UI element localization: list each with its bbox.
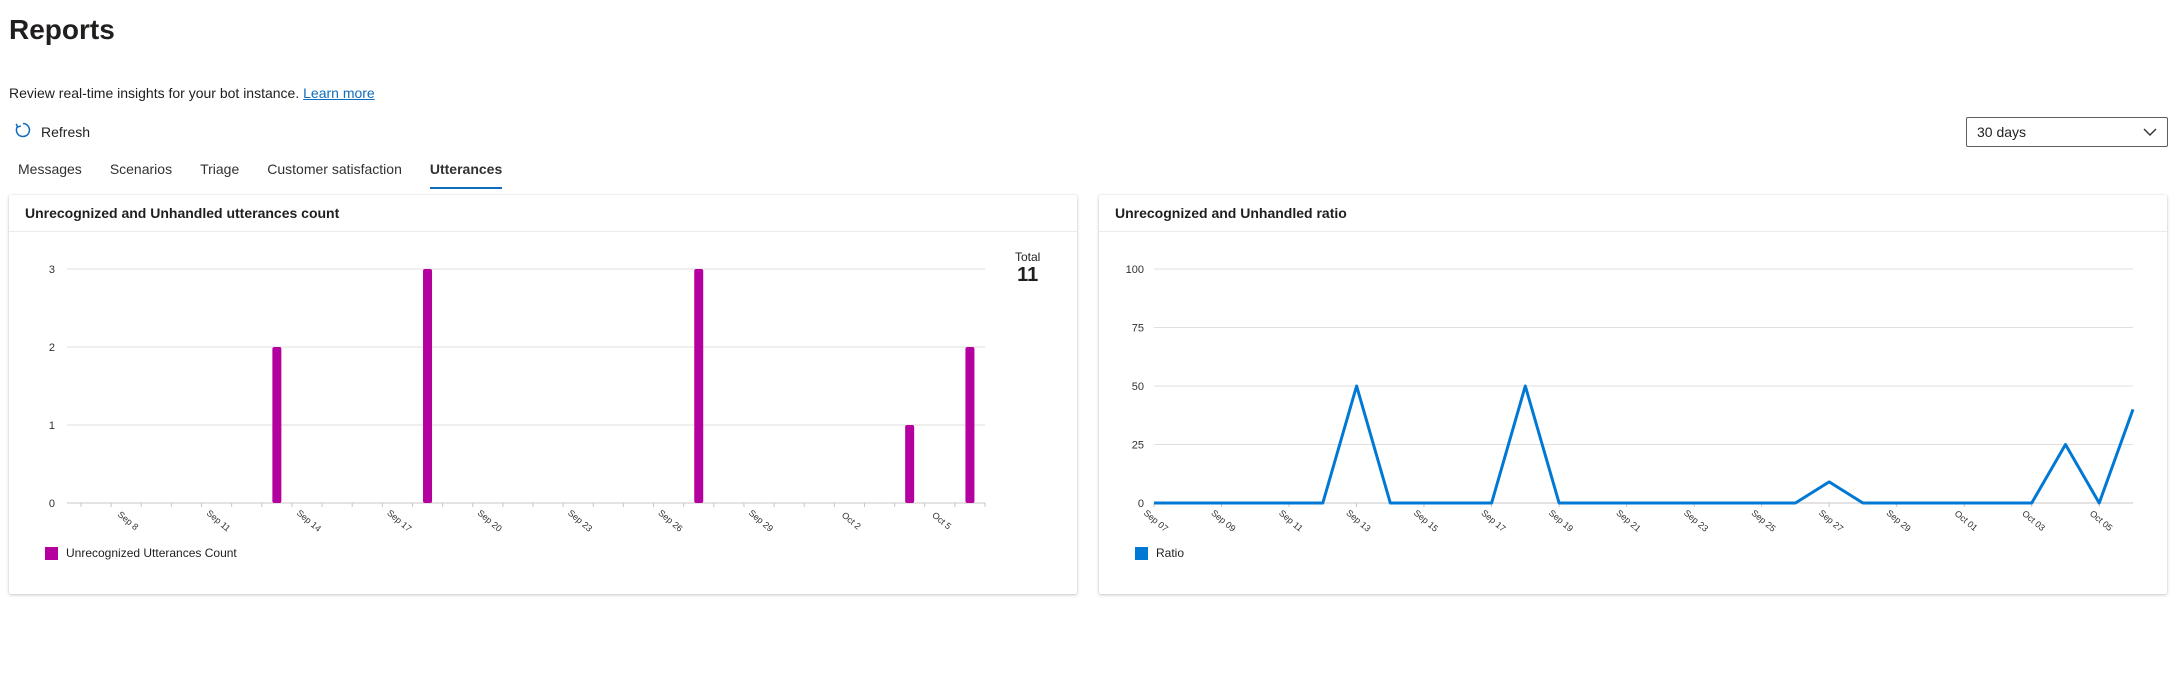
x-tick-label: Sep 15 xyxy=(1412,508,1440,534)
report-tabs: Messages Scenarios Triage Customer satis… xyxy=(18,161,530,189)
x-tick-label: Sep 11 xyxy=(1277,508,1305,534)
card-title: Unrecognized and Unhandled ratio xyxy=(1115,205,1347,221)
tab-messages[interactable]: Messages xyxy=(18,161,82,177)
y-tick-label: 1 xyxy=(49,420,55,432)
x-tick-label: Oct 01 xyxy=(1953,508,1980,533)
x-tick-label: Sep 13 xyxy=(1344,508,1372,534)
tab-utterances[interactable]: Utterances xyxy=(429,161,503,189)
y-tick-label: 75 xyxy=(1132,323,1144,335)
chart-legend: Unrecognized Utterances Count xyxy=(45,546,237,560)
bar xyxy=(905,425,915,503)
x-tick-label: Sep 25 xyxy=(1749,508,1777,534)
x-tick-label: Sep 14 xyxy=(295,508,323,534)
y-tick-label: 2 xyxy=(49,342,55,354)
ratio-card: Unrecognized and Unhandled ratio 0 25 50 75… xyxy=(1099,195,2167,594)
x-tick-label: Sep 27 xyxy=(1817,508,1845,534)
card-divider xyxy=(1099,231,2167,232)
refresh-icon xyxy=(14,121,32,142)
utterances-count-card: Unrecognized and Unhandled utterances co… xyxy=(9,195,1077,594)
legend-swatch xyxy=(45,546,58,560)
utterances-count-chart: 0 1 2 3 Sep 8 Sep 11 Sep 14 Sep 17 Sep 20 Sep 23 S… xyxy=(49,264,986,534)
series-line xyxy=(1154,384,2135,505)
bar xyxy=(694,269,704,503)
legend-swatch xyxy=(1135,546,1148,560)
x-tick-label: Sep 29 xyxy=(1884,508,1912,534)
y-tick-label: 0 xyxy=(1138,498,1144,510)
bar xyxy=(423,269,433,503)
x-tick-label: Sep 26 xyxy=(656,508,684,534)
x-tick-label: Sep 23 xyxy=(566,508,594,534)
page-title: Reports xyxy=(9,14,115,45)
tab-triage[interactable]: Triage xyxy=(200,161,240,177)
ratio-chart: 0 25 50 75 100 Sep 07 Sep 09 Sep 11 Sep 13 Sep 15… xyxy=(1126,264,2135,534)
x-tick-label: Sep 23 xyxy=(1682,508,1710,534)
x-tick-label: Sep 8 xyxy=(116,509,140,532)
x-tick-label: Sep 17 xyxy=(1479,508,1507,534)
x-tick-label: Sep 29 xyxy=(747,508,775,534)
tab-customer-satisfaction[interactable]: Customer satisfaction xyxy=(267,161,402,177)
learn-more-link[interactable]: Learn more xyxy=(303,85,375,101)
total-value: 11 xyxy=(1017,264,1039,286)
x-tick-label: Oct 5 xyxy=(930,510,953,531)
tab-scenarios[interactable]: Scenarios xyxy=(109,161,173,177)
y-tick-label: 0 xyxy=(49,498,55,510)
x-tick-label: Oct 2 xyxy=(840,510,863,531)
x-tick-label: Sep 11 xyxy=(205,508,233,534)
x-tick-label: Sep 21 xyxy=(1614,508,1642,534)
x-tick-label: Oct 03 xyxy=(2020,508,2047,533)
chevron-down-icon xyxy=(2143,124,2157,140)
x-tick-label: Oct 05 xyxy=(2088,508,2115,533)
legend-label: Unrecognized Utterances Count xyxy=(66,546,237,560)
page-subtitle: Review real-time insights for your bot i… xyxy=(9,85,375,101)
chart-legend: Ratio xyxy=(1135,546,1184,560)
refresh-label: Refresh xyxy=(41,123,91,140)
date-range-value: 30 days xyxy=(1977,124,2027,140)
x-tick-label: Sep 09 xyxy=(1209,508,1237,534)
x-tick-label: Sep 19 xyxy=(1547,508,1575,534)
subtitle-text: Review real-time insights for your bot i… xyxy=(9,85,300,101)
y-tick-label: 25 xyxy=(1132,440,1144,452)
date-range-dropdown[interactable]: 30 days xyxy=(1966,117,2168,147)
total-summary: Total 11 xyxy=(1015,250,1040,287)
x-tick-label: Sep 07 xyxy=(1142,508,1170,534)
card-divider xyxy=(9,231,1077,232)
bar xyxy=(272,347,282,503)
x-tick-label: Sep 17 xyxy=(385,508,413,534)
card-title: Unrecognized and Unhandled utterances co… xyxy=(25,205,340,221)
y-tick-label: 50 xyxy=(1132,381,1144,393)
y-tick-label: 3 xyxy=(49,264,55,276)
bar xyxy=(965,347,975,503)
total-label: Total xyxy=(1015,250,1041,264)
legend-label: Ratio xyxy=(1156,546,1185,560)
x-tick-label: Sep 20 xyxy=(476,508,504,534)
y-tick-label: 100 xyxy=(1126,264,1144,276)
refresh-button[interactable]: Refresh xyxy=(14,121,90,142)
